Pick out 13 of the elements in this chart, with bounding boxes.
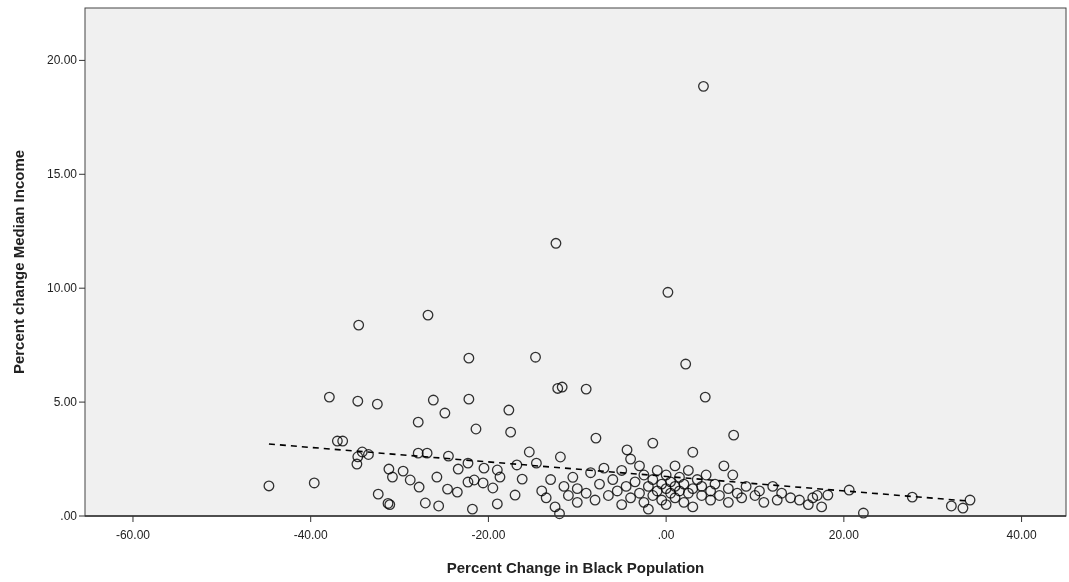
x-axis-title: Percent Change in Black Population [446, 559, 705, 576]
y-tick-label: 10.00 [46, 281, 78, 296]
y-tick-label: 20.00 [46, 53, 78, 68]
y-tick-label: 15.00 [46, 167, 78, 182]
x-tick-label: 40.00 [1006, 528, 1037, 542]
x-tick-label: .00 [657, 528, 675, 542]
y-axis-title: Percent change Median Income [10, 149, 27, 375]
y-tick-label: .00 [60, 509, 78, 523]
x-tick-label: -20.00 [471, 528, 506, 542]
x-tick-label: -40.00 [293, 528, 329, 542]
x-tick-label: 20.00 [828, 528, 860, 542]
x-tick-label: -60.00 [115, 528, 151, 542]
y-tick-label: 5.00 [53, 395, 78, 410]
